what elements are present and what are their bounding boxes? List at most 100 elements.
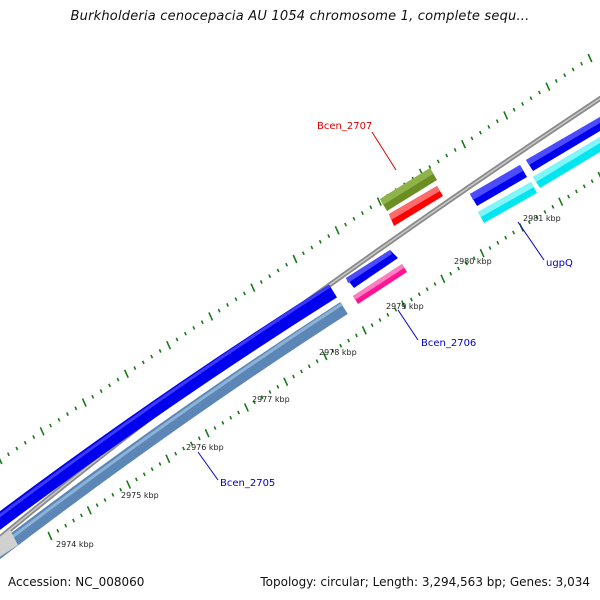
tick-mark [464, 261, 468, 266]
gene-label-ugpq[interactable]: ugpQ [546, 258, 573, 269]
tick-mark [567, 194, 571, 199]
tick-mark [252, 400, 256, 405]
tick-mark [292, 254, 298, 264]
tick-mark [229, 415, 233, 420]
tick-mark [352, 216, 356, 221]
tick-mark [226, 303, 230, 307]
tick-mark [126, 480, 132, 489]
tick-mark [268, 390, 272, 394]
tick-mark [142, 472, 146, 477]
label-leader-bcen-2706 [397, 309, 419, 341]
tick-mark [213, 426, 217, 430]
tick-mark [189, 441, 193, 446]
tick-mark [204, 428, 210, 438]
tick-mark [56, 528, 60, 533]
tick-mark [47, 531, 53, 541]
tick-mark [315, 359, 319, 364]
tick-mark [417, 292, 421, 297]
tick-mark [436, 159, 440, 164]
tick-mark [23, 440, 27, 445]
cds-bcen-2706 [346, 250, 398, 288]
tick-mark [57, 417, 61, 422]
tick-mark [307, 364, 311, 369]
tick-label: 2974 kbp [56, 540, 94, 549]
tick-mark [440, 274, 446, 284]
tick-mark [457, 266, 461, 271]
tick-mark [299, 369, 303, 374]
tick-mark [65, 412, 69, 416]
tick-mark [360, 211, 364, 215]
tick-mark [545, 82, 551, 92]
tick-mark [369, 205, 373, 210]
tick-mark [182, 446, 186, 451]
tick-mark [99, 389, 103, 394]
tick-mark [217, 308, 221, 313]
tick-mark [268, 274, 272, 279]
tick-mark [344, 222, 348, 227]
tick-label: 2980 kbp [454, 257, 492, 266]
cds-bcen-2705 [0, 302, 348, 560]
map-title: Burkholderia cenocepacia AU 1054 chromos… [70, 9, 530, 24]
tick-mark [197, 436, 201, 441]
tick-mark [108, 383, 112, 388]
tick-mark [276, 384, 280, 389]
tick-mark [527, 220, 531, 225]
tick-mark [165, 454, 171, 464]
tick-mark [322, 351, 328, 361]
tick-mark [433, 282, 437, 286]
tick-mark [64, 523, 68, 528]
tick-mark [347, 338, 351, 343]
tick-mark [250, 283, 256, 293]
gene-label-bcen-2707[interactable]: Bcen_2707 [317, 121, 372, 132]
tick-mark [174, 451, 178, 456]
tick-mark [0, 458, 3, 465]
tick-mark [386, 312, 390, 317]
tick-mark [428, 165, 432, 170]
gene-label-bcen-2706[interactable]: Bcen_2706 [421, 338, 476, 349]
tick-mark [283, 377, 289, 387]
tick-mark [590, 179, 594, 184]
tick-mark [301, 251, 305, 256]
tick-mark [192, 325, 196, 330]
tick-mark [361, 325, 367, 335]
tick-mark [537, 90, 541, 95]
tick-mark [445, 153, 449, 158]
tick-mark [39, 426, 45, 436]
tick-mark [378, 318, 382, 322]
tick-mark [116, 377, 120, 382]
accession-text: Accession: NC_008060 [8, 575, 145, 589]
tick-mark [409, 297, 413, 302]
tick-mark [558, 197, 564, 207]
tick-mark [200, 320, 204, 325]
tick-mark [91, 394, 95, 399]
tick-mark [260, 395, 264, 400]
tick-mark [479, 248, 485, 258]
label-leader-ugpq [517, 221, 545, 261]
tick-mark [32, 435, 36, 439]
tick-mark [134, 477, 138, 482]
tick-mark [79, 513, 83, 518]
tick-mark [543, 210, 547, 214]
tick-mark [72, 518, 76, 523]
tick-mark [237, 410, 241, 415]
tick-mark [243, 403, 249, 412]
gene-label-bcen-2705[interactable]: Bcen_2705 [220, 478, 275, 489]
tick-mark [425, 287, 429, 292]
tick-mark [318, 239, 322, 244]
tick-mark [487, 124, 491, 129]
tick-label: 2978 kbp [319, 348, 357, 357]
outer-tick-marks [0, 53, 593, 465]
tick-mark [449, 271, 453, 276]
tick-mark [580, 61, 584, 66]
tick-label: 2979 kbp [386, 302, 424, 311]
tick-mark [285, 262, 289, 267]
tick-mark [563, 73, 567, 78]
tick-mark [175, 337, 179, 342]
tick-mark [150, 467, 154, 472]
tick-mark [529, 96, 533, 101]
tick-mark [259, 280, 263, 284]
cds-forward-main [0, 284, 337, 530]
tick-mark [49, 423, 53, 428]
tick-mark [512, 107, 516, 112]
